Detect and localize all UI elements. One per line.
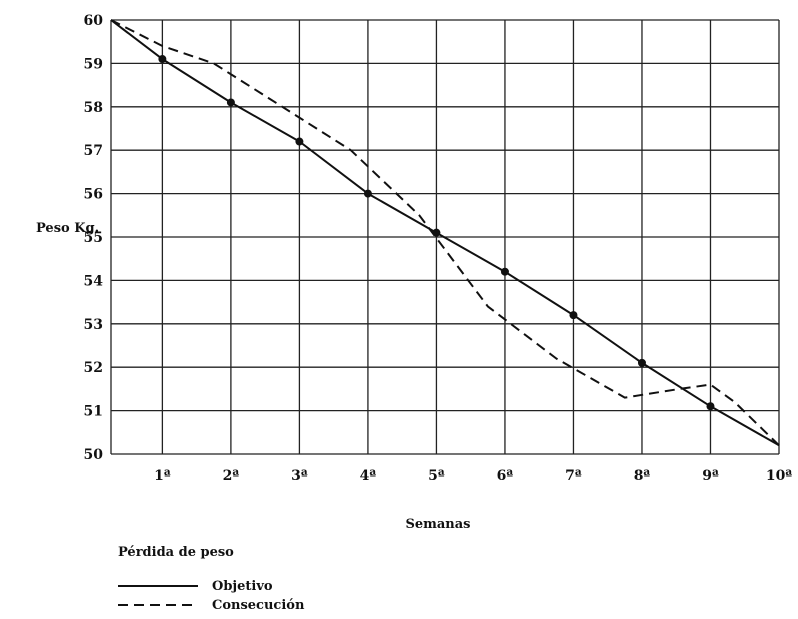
x-tick-label: 8ª — [634, 468, 651, 484]
y-tick-label: 51 — [84, 404, 103, 420]
data-point — [432, 228, 441, 237]
x-axis-ticks: 1ª 2ª 3ª 4ª 5ª 6ª 7ª 8ª 9ª 10ª — [154, 468, 792, 484]
y-tick-label: 56 — [84, 187, 103, 203]
y-tick-label: 58 — [84, 100, 103, 116]
legend-label-objetivo: Objetivo — [212, 579, 273, 594]
y-tick-label: 53 — [84, 317, 103, 333]
x-tick-label: 5ª — [428, 468, 445, 484]
x-tick-label: 6ª — [497, 468, 514, 484]
series-layer — [110, 19, 780, 447]
data-point — [706, 402, 715, 411]
y-tick-label: 59 — [84, 56, 103, 72]
x-tick-label: 10ª — [766, 468, 792, 484]
marker-layer — [158, 55, 715, 411]
y-axis-ticks: 50 51 52 53 54 55 56 57 58 59 60 — [84, 13, 104, 463]
x-axis-label: Semanas — [405, 517, 470, 532]
data-point — [637, 358, 646, 367]
x-tick-label: 9ª — [702, 468, 719, 484]
data-point — [569, 311, 578, 320]
series-line-consecucion — [110, 19, 780, 447]
legend-title: Pérdida de peso — [118, 545, 234, 560]
legend: Pérdida de peso Objetivo Consecución — [118, 545, 305, 613]
series-line-objetivo — [110, 19, 780, 447]
y-tick-label: 60 — [84, 13, 104, 29]
data-point — [363, 189, 372, 198]
x-tick-label: 7ª — [565, 468, 582, 484]
data-point — [500, 267, 509, 276]
y-tick-label: 54 — [84, 273, 104, 289]
legend-label-consecucion: Consecución — [212, 598, 305, 613]
y-axis-label: Peso Kg. — [36, 221, 99, 236]
x-tick-label: 2ª — [223, 468, 240, 484]
x-tick-label: 3ª — [291, 468, 308, 484]
y-tick-label: 52 — [84, 360, 103, 376]
x-tick-label: 4ª — [360, 468, 377, 484]
y-tick-label: 57 — [84, 143, 103, 159]
data-point — [158, 55, 167, 64]
data-point — [295, 137, 304, 146]
data-point — [226, 98, 235, 107]
y-tick-label: 55 — [84, 230, 103, 246]
y-tick-label: 50 — [84, 447, 104, 463]
x-tick-label: 1ª — [154, 468, 171, 484]
